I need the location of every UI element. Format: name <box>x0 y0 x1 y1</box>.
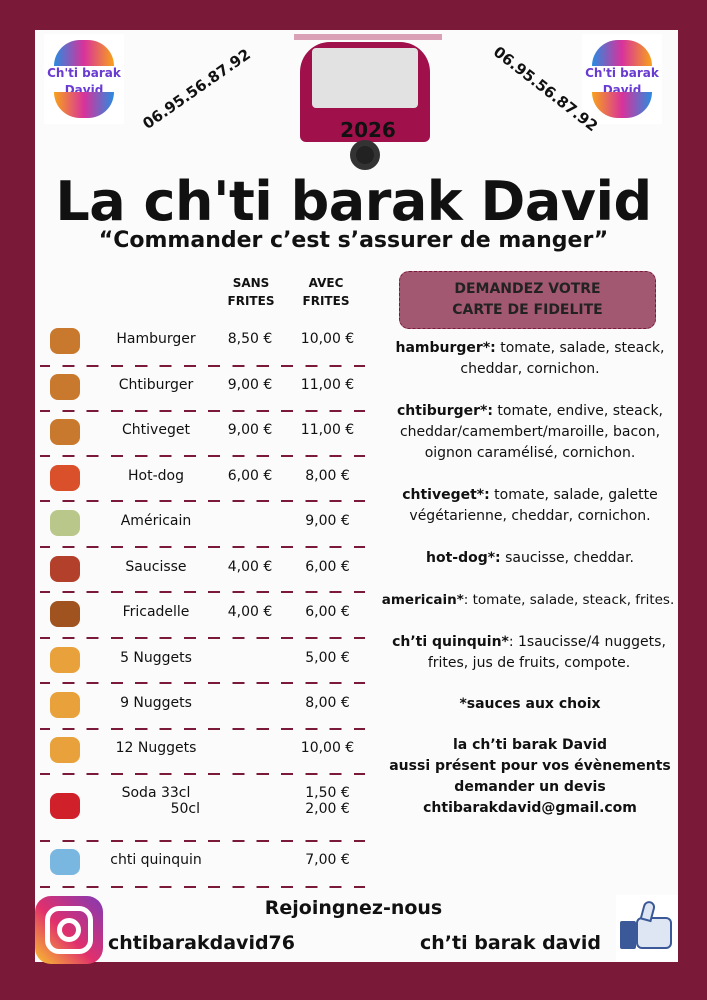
item-name: Saucisse <box>125 559 187 575</box>
header-avec-frites: AVEC FRITES <box>302 276 350 308</box>
soda-can-icon <box>50 793 80 819</box>
fricadelle-icon <box>50 601 80 627</box>
price-avec-frites: 6,00 € <box>305 604 350 620</box>
row-divider <box>40 365 365 367</box>
row-divider <box>40 773 365 775</box>
price-sans-frites: 4,00 € <box>227 604 273 620</box>
flyer-sheet <box>35 30 678 962</box>
row-divider <box>40 840 365 842</box>
price-avec-frites: 10,00 € <box>300 331 355 347</box>
row-divider <box>40 728 365 730</box>
events-info: la ch’ti barak David aussi présent pour … <box>374 735 686 819</box>
price-avec-frites: 11,00 € <box>300 422 355 438</box>
facebook-name[interactable]: ch’ti barak david <box>420 932 602 954</box>
desc-hotdog: hot-dog*: saucisse, cheddar. <box>425 550 634 566</box>
hotdog-icon <box>50 465 80 491</box>
price-avec-frites: 11,00 € <box>300 377 355 393</box>
item-name: chti quinquin <box>110 852 202 868</box>
sausage-icon <box>50 556 80 582</box>
truck-year: 2026 <box>340 118 396 142</box>
price-sans-frites: 6,00 € <box>227 468 273 484</box>
facebook-like-icon[interactable] <box>616 895 678 961</box>
logo-left: Ch'ti barak David <box>44 34 124 124</box>
page-title: La ch'ti barak David <box>55 170 652 233</box>
item-name: Fricadelle <box>122 604 190 620</box>
price-sans-frites: 8,50 € <box>227 331 273 347</box>
food-truck-image: 2026 <box>292 34 444 174</box>
nuggets-icon <box>50 692 80 718</box>
logo-right: Ch'ti barak David <box>582 34 662 124</box>
join-us: Rejoingnez-nous <box>264 897 443 919</box>
burger-icon <box>50 328 80 354</box>
price-avec-frites: 9,00 € <box>305 513 350 529</box>
price-avec-frites: 8,00 € <box>305 695 350 711</box>
sandwich-icon <box>50 510 80 536</box>
burger-icon <box>50 419 80 445</box>
row-divider <box>40 637 365 639</box>
item-name: Hamburger <box>116 331 196 347</box>
instagram-icon[interactable] <box>35 896 103 964</box>
item-name: Chtiveget <box>122 422 190 438</box>
desc-chtiburger: chtiburger*: tomate, endive, steack, che… <box>396 403 664 461</box>
row-divider <box>40 410 365 412</box>
row-divider <box>40 591 365 593</box>
row-divider <box>40 886 365 888</box>
fidelity-card-banner: DEMANDEZ VOTRE CARTE DE FIDELITE <box>399 271 656 329</box>
price-avec-frites: 6,00 € <box>305 559 350 575</box>
row-divider <box>40 682 365 684</box>
item-name: Américain <box>120 513 192 529</box>
desc-chti-quinquin: ch’ti quinquin*: 1saucisse/4 nuggets, fr… <box>392 634 666 671</box>
row-divider <box>40 455 365 457</box>
kids-box-icon <box>50 849 80 875</box>
price-avec-frites: 8,00 € <box>305 468 350 484</box>
sauces-note: *sauces aux choix <box>459 696 601 712</box>
desc-chtiveget: chtiveget*: tomate, salade, galette végé… <box>402 487 658 524</box>
price-sans-frites: 4,00 € <box>227 559 273 575</box>
desc-americain: americain*: tomate, salade, steack, frit… <box>381 592 675 608</box>
item-name: Hot-dog <box>128 468 184 484</box>
item-name: 5 Nuggets <box>120 650 192 666</box>
price-avec-frites: 5,00 € <box>305 650 350 666</box>
item-name: Soda 33cl 50cl <box>121 785 200 817</box>
price-avec-frites: 7,00 € <box>305 852 350 868</box>
price-avec-frites: 1,50 €2,00 € <box>305 785 350 817</box>
email[interactable]: chtibarakdavid@gmail.com <box>423 800 637 816</box>
nuggets-icon <box>50 737 80 763</box>
slogan: “Commander c’est s’assurer de manger” <box>98 228 609 253</box>
item-name: 12 Nuggets <box>115 740 197 756</box>
price-sans-frites: 9,00 € <box>227 377 273 393</box>
price-avec-frites: 10,00 € <box>300 740 355 756</box>
item-name: 9 Nuggets <box>120 695 192 711</box>
header-sans-frites: SANS FRITES <box>227 276 275 308</box>
desc-hamburger: hamburger*: tomate, salade, steack, ched… <box>395 340 665 377</box>
instagram-handle[interactable]: chtibarakdavid76 <box>108 932 295 954</box>
item-name: Chtiburger <box>118 377 194 393</box>
burger-icon <box>50 374 80 400</box>
row-divider <box>40 500 365 502</box>
price-sans-frites: 9,00 € <box>227 422 273 438</box>
row-divider <box>40 546 365 548</box>
nuggets-icon <box>50 647 80 673</box>
